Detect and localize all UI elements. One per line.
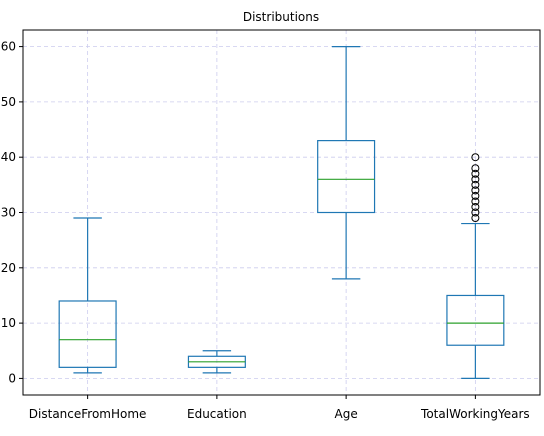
box-totalworkingyears bbox=[446, 153, 505, 380]
box-layer bbox=[58, 45, 505, 380]
x-tick-label: TotalWorkingYears bbox=[420, 407, 530, 421]
outlier-point bbox=[471, 208, 480, 217]
y-tick-label: 40 bbox=[1, 150, 16, 164]
outlier-point bbox=[471, 169, 480, 178]
x-tick-label: Education bbox=[187, 407, 247, 421]
iqr-box bbox=[58, 300, 117, 368]
x-tick-label: Age bbox=[335, 407, 358, 421]
outlier-point bbox=[471, 153, 480, 162]
outlier-point bbox=[471, 202, 480, 211]
iqr-box bbox=[317, 140, 376, 214]
box-distancefromhome bbox=[58, 217, 117, 374]
y-tick-label: 60 bbox=[1, 40, 16, 54]
chart-title: Distributions bbox=[243, 10, 319, 24]
outlier-point bbox=[471, 197, 480, 206]
outlier-point bbox=[471, 186, 480, 195]
y-tick-label: 30 bbox=[1, 206, 16, 220]
outlier-point bbox=[471, 175, 480, 184]
iqr-box bbox=[446, 294, 505, 346]
outlier-point bbox=[471, 164, 480, 173]
y-tick-label: 50 bbox=[1, 95, 16, 109]
x-tick-label: DistanceFromHome bbox=[29, 407, 147, 421]
axis-layer: 0 10 20 30 40 50 60 DistanceFromHome Education Ag… bbox=[1, 40, 530, 421]
box-age bbox=[317, 45, 376, 280]
y-tick-label: 20 bbox=[1, 261, 16, 275]
outlier-point bbox=[471, 191, 480, 200]
outlier-point bbox=[471, 180, 480, 189]
box-education bbox=[187, 350, 246, 374]
y-tick-label: 10 bbox=[1, 316, 16, 330]
y-tick-label: 0 bbox=[8, 371, 16, 385]
outlier-point bbox=[471, 214, 480, 223]
